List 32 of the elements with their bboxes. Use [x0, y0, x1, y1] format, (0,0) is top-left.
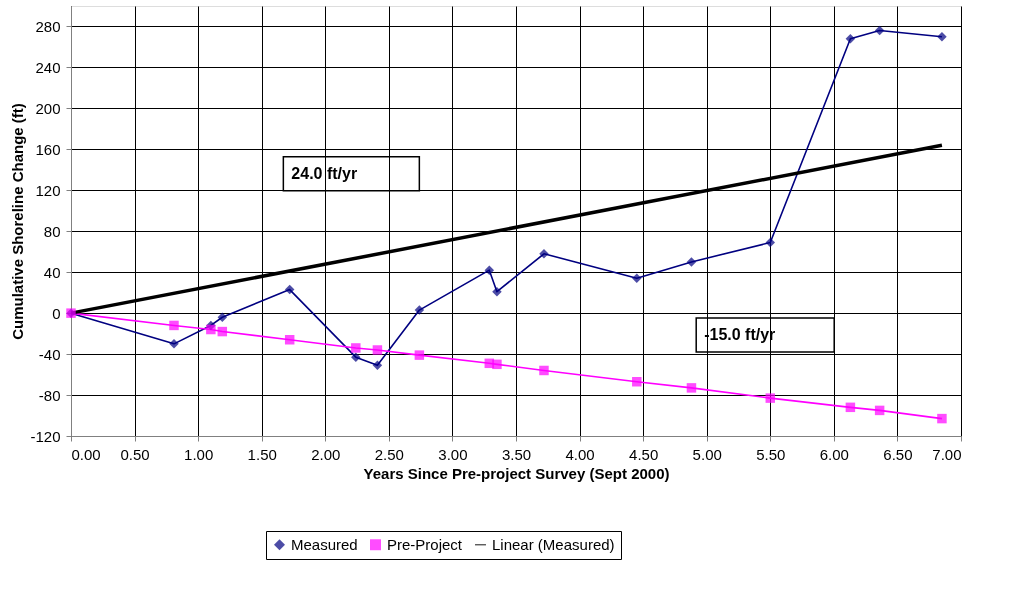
legend-label: Linear (Measured): [492, 535, 615, 553]
y-tick-label: 280: [35, 17, 61, 35]
x-tick-label: 4.50: [629, 445, 659, 463]
legend-label: Measured: [291, 535, 358, 553]
x-tick-label: 1.50: [247, 445, 277, 463]
y-tick-label: 40: [43, 263, 61, 281]
x-tick-label: 5.50: [756, 445, 786, 463]
x-tick-label: 6.50: [883, 445, 913, 463]
x-tick-label: 6.00: [819, 445, 849, 463]
y-tick-label: 120: [35, 181, 61, 199]
annotation: 24.0 ft/yr: [291, 164, 358, 182]
x-tick-label: 7.00: [932, 445, 962, 463]
x-tick-label: 0.50: [120, 445, 150, 463]
x-tick-label: 3.00: [438, 445, 468, 463]
y-tick-label: 80: [43, 222, 61, 240]
y-tick-label: 200: [35, 99, 61, 117]
legend-label: Pre-Project: [387, 535, 463, 553]
y-tick-label: 240: [35, 58, 61, 76]
x-tick-label: 0.00: [71, 445, 101, 463]
x-tick-label: 4.00: [565, 445, 595, 463]
y-tick-label: -40: [38, 345, 61, 363]
x-tick-label: 1.00: [184, 445, 214, 463]
x-tick-label: 3.50: [501, 445, 532, 463]
y-axis-title: Cumulative Shoreline Change (ft): [9, 103, 27, 340]
x-axis-title: Years Since Pre-project Survey (Sept 2000): [363, 464, 670, 482]
y-tick-label: 160: [35, 140, 61, 158]
y-tick-label: -120: [30, 427, 61, 445]
x-tick-label: 2.50: [374, 445, 404, 463]
y-tick-label: -80: [38, 386, 61, 404]
x-tick-label: 2.00: [311, 445, 341, 463]
y-tick-label: 0: [52, 304, 61, 322]
x-tick-label: 5.00: [692, 445, 722, 463]
